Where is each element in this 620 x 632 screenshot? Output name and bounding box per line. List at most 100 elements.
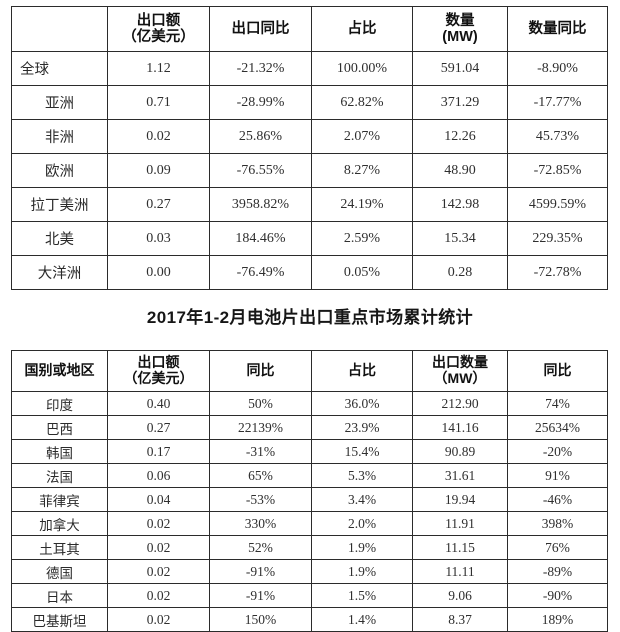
export-value-cell: 0.00 <box>107 255 210 290</box>
quantity-cell: 90.89 <box>412 439 508 464</box>
quantity-yoy-cell: 4599.59% <box>507 187 608 222</box>
export-yoy-cell: 150% <box>209 607 312 632</box>
export-yoy-cell: 184.46% <box>209 221 312 256</box>
export-value-cell: 1.12 <box>107 51 210 86</box>
region-name-cell: 非洲 <box>11 119 108 154</box>
table-row: 日本 0.02 -91% 1.5% 9.06 -90% <box>11 583 608 608</box>
region-export-table-wrapper: 出口额 （亿美元） 出口同比 占比 数量 (MW) 数量同比 <box>11 6 608 290</box>
quantity-cell: 11.15 <box>412 535 508 560</box>
quantity-yoy-cell: 229.35% <box>507 221 608 256</box>
export-value-cell: 0.17 <box>107 439 210 464</box>
quantity-yoy-cell: 189% <box>507 607 608 632</box>
quantity-cell: 11.91 <box>412 511 508 536</box>
export-value-cell: 0.04 <box>107 487 210 512</box>
export-yoy-cell: -28.99% <box>209 85 312 120</box>
quantity-yoy-cell: -46% <box>507 487 608 512</box>
country-name-cell: 韩国 <box>11 439 108 464</box>
region-col-header-export-value: 出口额 （亿美元） <box>107 6 210 52</box>
region-col-header-share: 占比 <box>311 6 413 52</box>
country-col-header-country: 国别或地区 <box>11 350 108 392</box>
share-cell: 2.59% <box>311 221 413 256</box>
quantity-cell: 12.26 <box>412 119 508 154</box>
region-name-cell: 全球 <box>11 51 108 86</box>
quantity-yoy-cell: -90% <box>507 583 608 608</box>
table-row: 巴基斯坦 0.02 150% 1.4% 8.37 189% <box>11 607 608 632</box>
quantity-yoy-cell: 91% <box>507 463 608 488</box>
table-row: 土耳其 0.02 52% 1.9% 11.15 76% <box>11 535 608 560</box>
country-name-cell: 德国 <box>11 559 108 584</box>
table-row: 全球 1.12 -21.32% 100.00% 591.04 -8.90% <box>11 51 608 86</box>
share-cell: 0.05% <box>311 255 413 290</box>
table-row: 德国 0.02 -91% 1.9% 11.11 -89% <box>11 559 608 584</box>
export-yoy-cell: -31% <box>209 439 312 464</box>
region-name-cell: 亚洲 <box>11 85 108 120</box>
export-value-cell: 0.27 <box>107 415 210 440</box>
region-name-cell: 拉丁美洲 <box>11 187 108 222</box>
quantity-cell: 0.28 <box>412 255 508 290</box>
quantity-yoy-cell: 398% <box>507 511 608 536</box>
quantity-yoy-cell: 45.73% <box>507 119 608 154</box>
country-name-cell: 法国 <box>11 463 108 488</box>
quantity-yoy-cell: 25634% <box>507 415 608 440</box>
export-yoy-cell: 3958.82% <box>209 187 312 222</box>
country-name-cell: 土耳其 <box>11 535 108 560</box>
region-col-header-quantity-yoy-line1: 数量同比 <box>528 20 587 37</box>
quantity-cell: 11.11 <box>412 559 508 584</box>
region-col-header-export-yoy-line1: 出口同比 <box>231 20 290 37</box>
country-export-table: 国别或地区 出口额 （亿美元） 同比 占比 出口数量 （MW） <box>11 350 608 632</box>
export-value-cell: 0.02 <box>107 511 210 536</box>
share-cell: 5.3% <box>311 463 413 488</box>
region-col-header-export-yoy: 出口同比 <box>209 6 312 52</box>
quantity-yoy-cell: 76% <box>507 535 608 560</box>
quantity-cell: 9.06 <box>412 583 508 608</box>
export-yoy-cell: -91% <box>209 559 312 584</box>
country-table-body: 印度 0.40 50% 36.0% 212.90 74% 巴西 0.27 22139% 23.9%… <box>11 391 608 632</box>
country-name-cell: 巴西 <box>11 415 108 440</box>
quantity-cell: 19.94 <box>412 487 508 512</box>
quantity-yoy-cell: -17.77% <box>507 85 608 120</box>
share-cell: 23.9% <box>311 415 413 440</box>
region-table-head: 出口额 （亿美元） 出口同比 占比 数量 (MW) 数量同比 <box>11 6 608 52</box>
region-name-cell: 欧洲 <box>11 153 108 188</box>
region-table-body: 全球 1.12 -21.32% 100.00% 591.04 -8.90% 亚洲 0.71 -2… <box>11 51 608 290</box>
country-col-header-quantity-yoy-line1: 同比 <box>543 362 572 379</box>
table-row: 韩国 0.17 -31% 15.4% 90.89 -20% <box>11 439 608 464</box>
share-cell: 1.9% <box>311 535 413 560</box>
export-value-cell: 0.09 <box>107 153 210 188</box>
country-col-header-share-line1: 占比 <box>348 362 376 379</box>
table-row: 法国 0.06 65% 5.3% 31.61 91% <box>11 463 608 488</box>
quantity-cell: 591.04 <box>412 51 508 86</box>
region-col-header-quantity-line2: (MW) <box>442 29 478 45</box>
table-row: 亚洲 0.71 -28.99% 62.82% 371.29 -17.77% <box>11 85 608 120</box>
table-row: 非洲 0.02 25.86% 2.07% 12.26 45.73% <box>11 119 608 154</box>
export-yoy-cell: 65% <box>209 463 312 488</box>
region-name-cell: 大洋洲 <box>11 255 108 290</box>
region-col-header-region <box>11 6 108 52</box>
share-cell: 24.19% <box>311 187 413 222</box>
quantity-yoy-cell: -20% <box>507 439 608 464</box>
export-value-cell: 0.27 <box>107 187 210 222</box>
region-col-header-export-value-line2: （亿美元） <box>122 29 195 45</box>
country-col-header-country-line1: 国别或地区 <box>24 362 95 379</box>
export-yoy-cell: -53% <box>209 487 312 512</box>
region-table-header-row: 出口额 （亿美元） 出口同比 占比 数量 (MW) 数量同比 <box>11 6 608 52</box>
export-value-cell: 0.71 <box>107 85 210 120</box>
country-export-table-wrapper: 国别或地区 出口额 （亿美元） 同比 占比 出口数量 （MW） <box>11 350 608 632</box>
export-value-cell: 0.02 <box>107 607 210 632</box>
share-cell: 3.4% <box>311 487 413 512</box>
region-col-header-quantity-line1: 数量 <box>445 12 475 29</box>
export-value-cell: 0.02 <box>107 583 210 608</box>
share-cell: 1.4% <box>311 607 413 632</box>
country-name-cell: 加拿大 <box>11 511 108 536</box>
export-yoy-cell: 25.86% <box>209 119 312 154</box>
country-col-header-quantity-line2: （MW） <box>433 370 487 386</box>
country-col-header-quantity: 出口数量 （MW） <box>412 350 508 392</box>
share-cell: 62.82% <box>311 85 413 120</box>
region-col-header-quantity-yoy: 数量同比 <box>507 6 608 52</box>
export-yoy-cell: 52% <box>209 535 312 560</box>
export-yoy-cell: 22139% <box>209 415 312 440</box>
quantity-cell: 8.37 <box>412 607 508 632</box>
quantity-yoy-cell: -72.78% <box>507 255 608 290</box>
quantity-cell: 15.34 <box>412 221 508 256</box>
